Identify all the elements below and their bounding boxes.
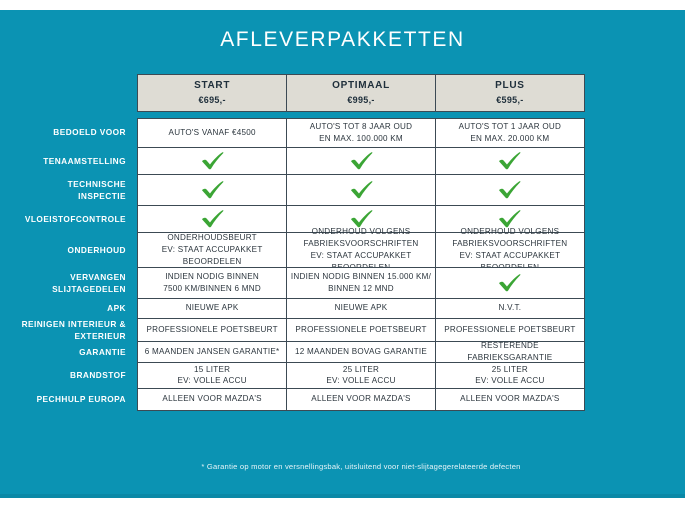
table-row: TECHNISCHE INSPECTIE (0, 173, 685, 206)
row-label-onderhoud: ONDERHOUD (67, 244, 126, 255)
check-icon (137, 204, 288, 233)
table-header-row: START €695,- OPTIMAAL €995,- PLUS €595,- (0, 74, 685, 112)
row-label-reinigen-interieur-exterieur: REINIGEN INTERIEUR & EXTERIEUR (21, 319, 126, 341)
row-cells: AUTO'S VANAF €4500 AUTO'S TOT 8 JAAR OUD E… (137, 118, 586, 148)
row-label-bedoeld-voor: BEDOELD VOOR (53, 127, 126, 138)
row-label-technische-inspectie: TECHNISCHE INSPECTIE (67, 179, 126, 201)
table-cell: RESTERENDE FABRIEKSGARANTIE (434, 340, 586, 363)
check-icon (137, 146, 288, 175)
check-icon (434, 146, 586, 175)
row-label-apk: APK (107, 303, 126, 314)
package-price: €995,- (347, 94, 375, 105)
check-icon (285, 204, 437, 233)
row-label-brandstof: BRANDSTOF (70, 370, 126, 381)
row-label-vervangen-slijtagedelen: VERVANGEN SLIJTAGEDELEN (52, 272, 126, 294)
package-price: €595,- (496, 94, 524, 105)
check-icon (434, 204, 586, 233)
table-cell: AUTO'S TOT 1 JAAR OUD EN MAX. 20.000 KM (434, 118, 586, 148)
footnote-text: * Garantie op motor en versnellingsbak, … (201, 462, 521, 471)
package-name: PLUS (495, 80, 525, 92)
row-cells: 15 LITER EV: VOLLE ACCU 25 LITER EV: VOLLE … (137, 361, 586, 389)
table-row: APK NIEUWE APK NIEUWE APK N.V.T. (0, 297, 685, 319)
row-label-vloeistofcontrole: VLOEISTOFCONTROLE (24, 213, 126, 224)
table-cell: NIEUWE APK (137, 297, 288, 319)
check-icon (285, 173, 437, 206)
package-name: OPTIMAAL (332, 80, 390, 92)
table-cell: PROFESSIONELE POETSBEURT (434, 317, 586, 342)
table-cell: PROFESSIONELE POETSBEURT (285, 317, 437, 342)
row-cells: ONDERHOUDSBEURT EV: STAAT ACCUPAKKET BEOO… (137, 227, 586, 272)
table-row: PECHHULP EUROPA ALLEEN VOOR MAZDA'S ALLEEN… (0, 387, 685, 411)
table-cell: ALLEEN VOOR MAZDA'S (434, 387, 586, 411)
table-row: VLOEISTOFCONTROLE (0, 204, 685, 233)
table-cell: ONDERHOUDSBEURT EV: STAAT ACCUPAKKET BEOO… (137, 231, 288, 268)
package-name: START (194, 80, 231, 92)
row-cells (137, 173, 586, 206)
page-title: AFLEVERPAKKETTEN (220, 28, 465, 51)
table-cell: INDIEN NODIG BINNEN 7500 KM/BINNEN 6 MND (137, 266, 288, 299)
table-cell: ALLEEN VOOR MAZDA'S (137, 387, 288, 411)
table-row: BRANDSTOF 15 LITER EV: VOLLE ACCU 25 LITER E… (0, 361, 685, 389)
table-cell: ALLEEN VOOR MAZDA'S (285, 387, 437, 411)
header-cells: START €695,- OPTIMAAL €995,- PLUS €595,- (137, 74, 586, 112)
table-cell: N.V.T. (434, 297, 586, 319)
table-row: REINIGEN INTERIEUR & EXTERIEUR PROFESSIONE… (0, 317, 685, 342)
table-row: VERVANGEN SLIJTAGEDELEN INDIEN NODIG BINNE… (0, 266, 685, 299)
table-cell: 25 LITER EV: VOLLE ACCU (434, 361, 586, 389)
table-cell: AUTO'S TOT 8 JAAR OUD EN MAX. 100.000 KM (285, 118, 437, 148)
table-corner-cell (0, 74, 137, 112)
row-cells: INDIEN NODIG BINNEN 7500 KM/BINNEN 6 MND I… (137, 266, 586, 299)
table-cell: 25 LITER EV: VOLLE ACCU (285, 361, 437, 389)
row-cells: 6 MAANDEN JANSEN GARANTIE* 12 MAANDEN BOV… (137, 340, 586, 363)
bottom-accent-line (0, 494, 685, 498)
table-row: BEDOELD VOOR AUTO'S VANAF €4500 AUTO'S TOT… (0, 118, 685, 148)
row-cells (137, 146, 586, 175)
row-label-pechhulp-europa: PECHHULP EUROPA (36, 394, 126, 405)
table-cell: NIEUWE APK (285, 297, 437, 319)
package-price: €695,- (198, 94, 226, 105)
table-cell: PROFESSIONELE POETSBEURT (137, 317, 288, 342)
row-cells: NIEUWE APK NIEUWE APK N.V.T. (137, 297, 586, 319)
check-icon (434, 173, 586, 206)
packages-comparison-table: START €695,- OPTIMAAL €995,- PLUS €595,- BEDOE… (0, 74, 685, 411)
package-header-optimaal[interactable]: OPTIMAAL €995,- (285, 74, 437, 112)
row-cells (137, 204, 586, 233)
table-cell: INDIEN NODIG BINNEN 15.000 KM/BINNEN 12 … (285, 266, 437, 299)
table-row: TENAAMSTELLING (0, 146, 685, 175)
table-cell: 6 MAANDEN JANSEN GARANTIE* (137, 340, 288, 363)
row-cells: ALLEEN VOOR MAZDA'S ALLEEN VOOR MAZDA'S AL… (137, 387, 586, 411)
row-label-garantie: GARANTIE (79, 346, 126, 357)
table-row: GARANTIE 6 MAANDEN JANSEN GARANTIE* 12 MAA… (0, 340, 685, 363)
table-row: ONDERHOUD ONDERHOUDSBEURT EV: STAAT ACCUPA… (0, 227, 685, 272)
package-header-start[interactable]: START €695,- (137, 74, 288, 112)
table-cell: 15 LITER EV: VOLLE ACCU (137, 361, 288, 389)
table-cell: ONDERHOUD VOLGENS FABRIEKSVOORSCHRIFTEN EV… (285, 227, 437, 272)
package-header-plus[interactable]: PLUS €595,- (434, 74, 586, 112)
table-cell: 12 MAANDEN BOVAG GARANTIE (285, 340, 437, 363)
row-label-tenaamstelling: TENAAMSTELLING (43, 155, 126, 166)
table-cell: AUTO'S VANAF €4500 (137, 118, 288, 148)
check-icon (137, 173, 288, 206)
table-cell: ONDERHOUD VOLGENS FABRIEKSVOORSCHRIFTEN EV… (434, 227, 586, 272)
row-cells: PROFESSIONELE POETSBEURT PROFESSIONELE PO… (137, 317, 586, 342)
check-icon (434, 266, 586, 299)
check-icon (285, 146, 437, 175)
